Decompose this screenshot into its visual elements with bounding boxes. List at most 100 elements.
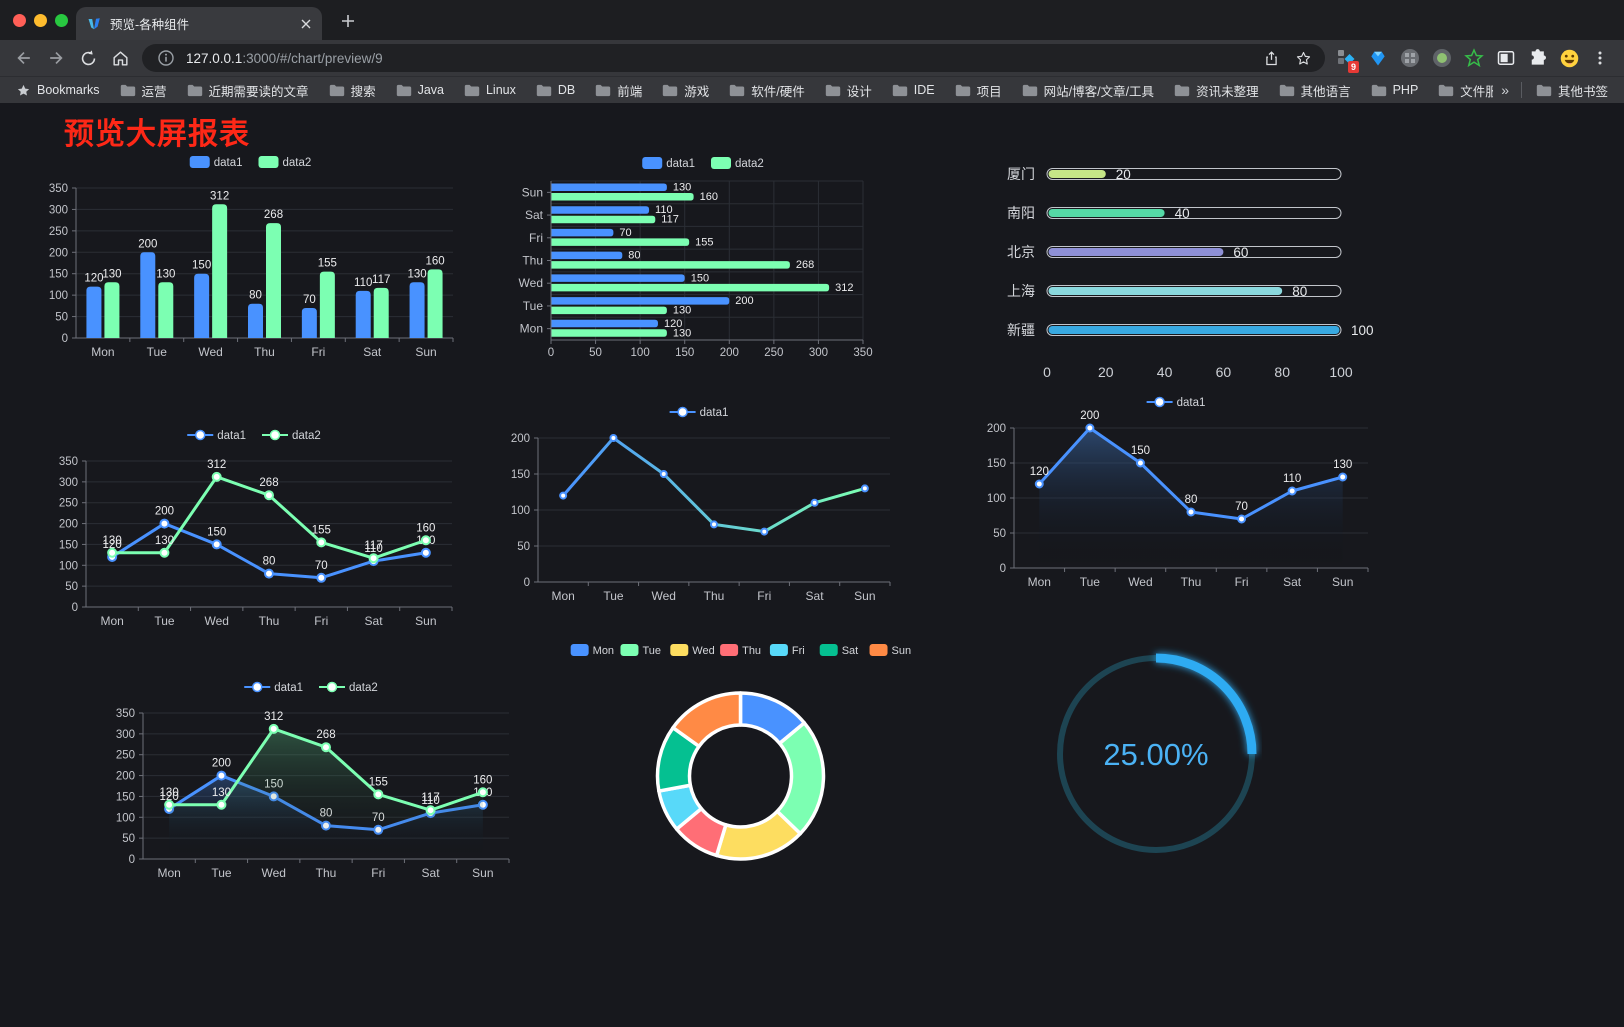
bookmark-folder-list: 运营 近期需要读的文章 搜索 Java Linux DB 前端 游戏 软件/硬件 设计 IDE 项目网… — [110, 80, 1493, 100]
bookmark-item[interactable]: 前端 — [585, 80, 652, 100]
tab-close-icon[interactable] — [300, 18, 312, 30]
bookmark-item[interactable]: 网站/博客/文章/工具 — [1012, 80, 1164, 100]
svg-text:120: 120 — [664, 318, 682, 330]
svg-text:Sun: Sun — [854, 589, 875, 603]
svg-text:Fri: Fri — [314, 614, 328, 628]
svg-text:155: 155 — [312, 524, 331, 536]
svg-text:50: 50 — [589, 347, 602, 359]
side-panel-extension-icon[interactable] — [1491, 44, 1520, 72]
svg-text:100: 100 — [49, 290, 68, 302]
maximize-window-button[interactable] — [55, 14, 68, 27]
svg-text:Sun: Sun — [522, 185, 543, 199]
svg-text:0: 0 — [524, 577, 530, 589]
blocks-diamond-extension-icon[interactable]: 9 — [1331, 44, 1360, 73]
chart-percent-gauge[interactable]: 25.00% — [1050, 646, 1262, 862]
bookmark-item[interactable]: PHP — [1361, 80, 1429, 100]
svg-text:300: 300 — [49, 204, 68, 216]
chart-grouped-bar[interactable]: 0 50 100 150 200 250 300 350 Mon Tue Wed Thu Fri Sat S… — [40, 148, 465, 368]
bookmark-star-icon[interactable] — [1291, 46, 1315, 70]
svg-text:Fri: Fri — [1235, 575, 1249, 589]
home-icon[interactable] — [104, 43, 136, 73]
svg-text:60: 60 — [1216, 364, 1232, 380]
browser-tab[interactable]: 预览-各种组件 — [76, 7, 322, 40]
chart-weekday-donut[interactable]: Mon Tue Wed Thu Fri Sat Sun — [543, 638, 938, 883]
reload-icon[interactable] — [72, 43, 104, 73]
svg-text:350: 350 — [49, 183, 68, 195]
svg-text:100: 100 — [631, 347, 650, 359]
folder-icon — [1279, 84, 1294, 96]
svg-text:100: 100 — [987, 493, 1006, 505]
svg-text:312: 312 — [835, 282, 853, 294]
url-path: :3000/#/chart/preview/9 — [242, 50, 383, 66]
svg-text:80: 80 — [263, 556, 276, 568]
svg-text:120: 120 — [160, 791, 179, 803]
svg-text:250: 250 — [116, 750, 135, 762]
new-tab-button[interactable] — [336, 9, 360, 33]
svg-text:Tue: Tue — [1080, 575, 1101, 589]
bookmark-item[interactable]: IDE — [882, 80, 945, 100]
svg-text:150: 150 — [49, 269, 68, 281]
bookmark-item[interactable]: Linux — [454, 80, 526, 100]
url-text[interactable]: 127.0.0.1:3000/#/chart/preview/9 — [186, 51, 1251, 66]
share-icon[interactable] — [1259, 46, 1283, 70]
bookmark-item[interactable]: 软件/硬件 — [719, 80, 814, 100]
svg-text:data1: data1 — [700, 407, 729, 419]
site-info-icon[interactable] — [154, 46, 178, 70]
green-star-extension-icon[interactable] — [1459, 44, 1488, 72]
svg-text:Fri: Fri — [311, 345, 325, 359]
svg-text:100: 100 — [116, 812, 135, 824]
bookmarks-overflow-chevron[interactable]: » — [1501, 82, 1509, 98]
svg-text:0: 0 — [1000, 563, 1006, 575]
bookmark-item[interactable]: 搜索 — [319, 80, 386, 100]
svg-text:Thu: Thu — [316, 866, 337, 880]
svg-text:Wed: Wed — [198, 345, 222, 359]
svg-text:Sat: Sat — [365, 614, 384, 628]
bookmark-item[interactable]: Java — [386, 80, 454, 100]
bookmarks-manager-item[interactable]: Bookmarks — [6, 80, 110, 100]
other-bookmarks-item[interactable]: 其他书签 — [1526, 80, 1618, 100]
green-dot-circle-extension-icon[interactable] — [1427, 44, 1456, 72]
address-bar[interactable]: 127.0.0.1:3000/#/chart/preview/9 — [142, 44, 1325, 72]
chart-area-single[interactable]: 0 50 100 150 200 Mon Tue Wed Thu Fri Sat Sun 120 200 1… — [974, 388, 1382, 598]
svg-text:Tue: Tue — [523, 299, 544, 313]
bookmark-item[interactable]: 项目 — [945, 80, 1012, 100]
back-icon[interactable] — [8, 43, 40, 73]
chart-city-progress[interactable]: 厦门 20 南阳 40 北京 60 上海 80 新疆 100 0 20 40 60 80 100 — [985, 155, 1385, 383]
bookmark-item[interactable]: 近期需要读的文章 — [177, 80, 319, 100]
svg-text:Sat: Sat — [842, 645, 859, 657]
chart-gradient-line[interactable]: 0 50 100 150 200 Mon Tue Wed Thu Fri Sat Sun data1 — [498, 398, 904, 612]
svg-text:200: 200 — [49, 247, 68, 259]
chart-two-line[interactable]: 0 50 100 150 200 250 300 350 Mon Tue Wed Thu Fri Sat S… — [46, 421, 466, 637]
forward-icon[interactable] — [40, 43, 72, 73]
svg-text:data1: data1 — [217, 430, 246, 442]
bookmark-item[interactable]: 游戏 — [652, 80, 719, 100]
bookmark-item[interactable]: 资讯未整理 — [1164, 80, 1269, 100]
svg-text:150: 150 — [675, 347, 694, 359]
bookmark-item[interactable]: 其他语言 — [1269, 80, 1361, 100]
minimize-window-button[interactable] — [34, 14, 47, 27]
menu-dots-icon[interactable] — [1584, 43, 1616, 73]
bookmark-item[interactable]: 设计 — [815, 80, 882, 100]
puzzle-extension-icon[interactable] — [1523, 44, 1552, 72]
bookmark-item[interactable]: DB — [526, 80, 585, 100]
chart-grouped-hbar[interactable]: 0 50 100 150 200 250 300 350 Sun 130 160 Sat 110 117 F… — [505, 151, 905, 366]
blue-gem-extension-icon[interactable] — [1363, 44, 1392, 72]
svg-text:80: 80 — [1185, 494, 1198, 506]
folder-icon — [955, 84, 970, 96]
svg-text:Sun: Sun — [415, 345, 436, 359]
svg-text:Sat: Sat — [525, 208, 544, 222]
bookmark-item[interactable]: 文件服务器 — [1428, 80, 1493, 100]
svg-text:0: 0 — [72, 602, 78, 614]
svg-text:50: 50 — [517, 541, 530, 553]
svg-text:110: 110 — [364, 543, 382, 555]
bookmark-item[interactable]: 运营 — [110, 80, 177, 100]
close-window-button[interactable] — [13, 14, 26, 27]
svg-text:70: 70 — [1235, 501, 1248, 513]
svg-text:130: 130 — [673, 182, 691, 194]
folder-icon — [1174, 84, 1190, 96]
emoji-face-extension-icon[interactable] — [1555, 44, 1584, 72]
svg-text:350: 350 — [116, 708, 135, 720]
grey-waffle-circle-extension-icon[interactable] — [1395, 44, 1424, 72]
chart-two-area[interactable]: 0 50 100 150 200 250 300 350 Mon Tue Wed Thu Fri Sat S… — [103, 673, 523, 889]
svg-text:130: 130 — [212, 787, 231, 799]
